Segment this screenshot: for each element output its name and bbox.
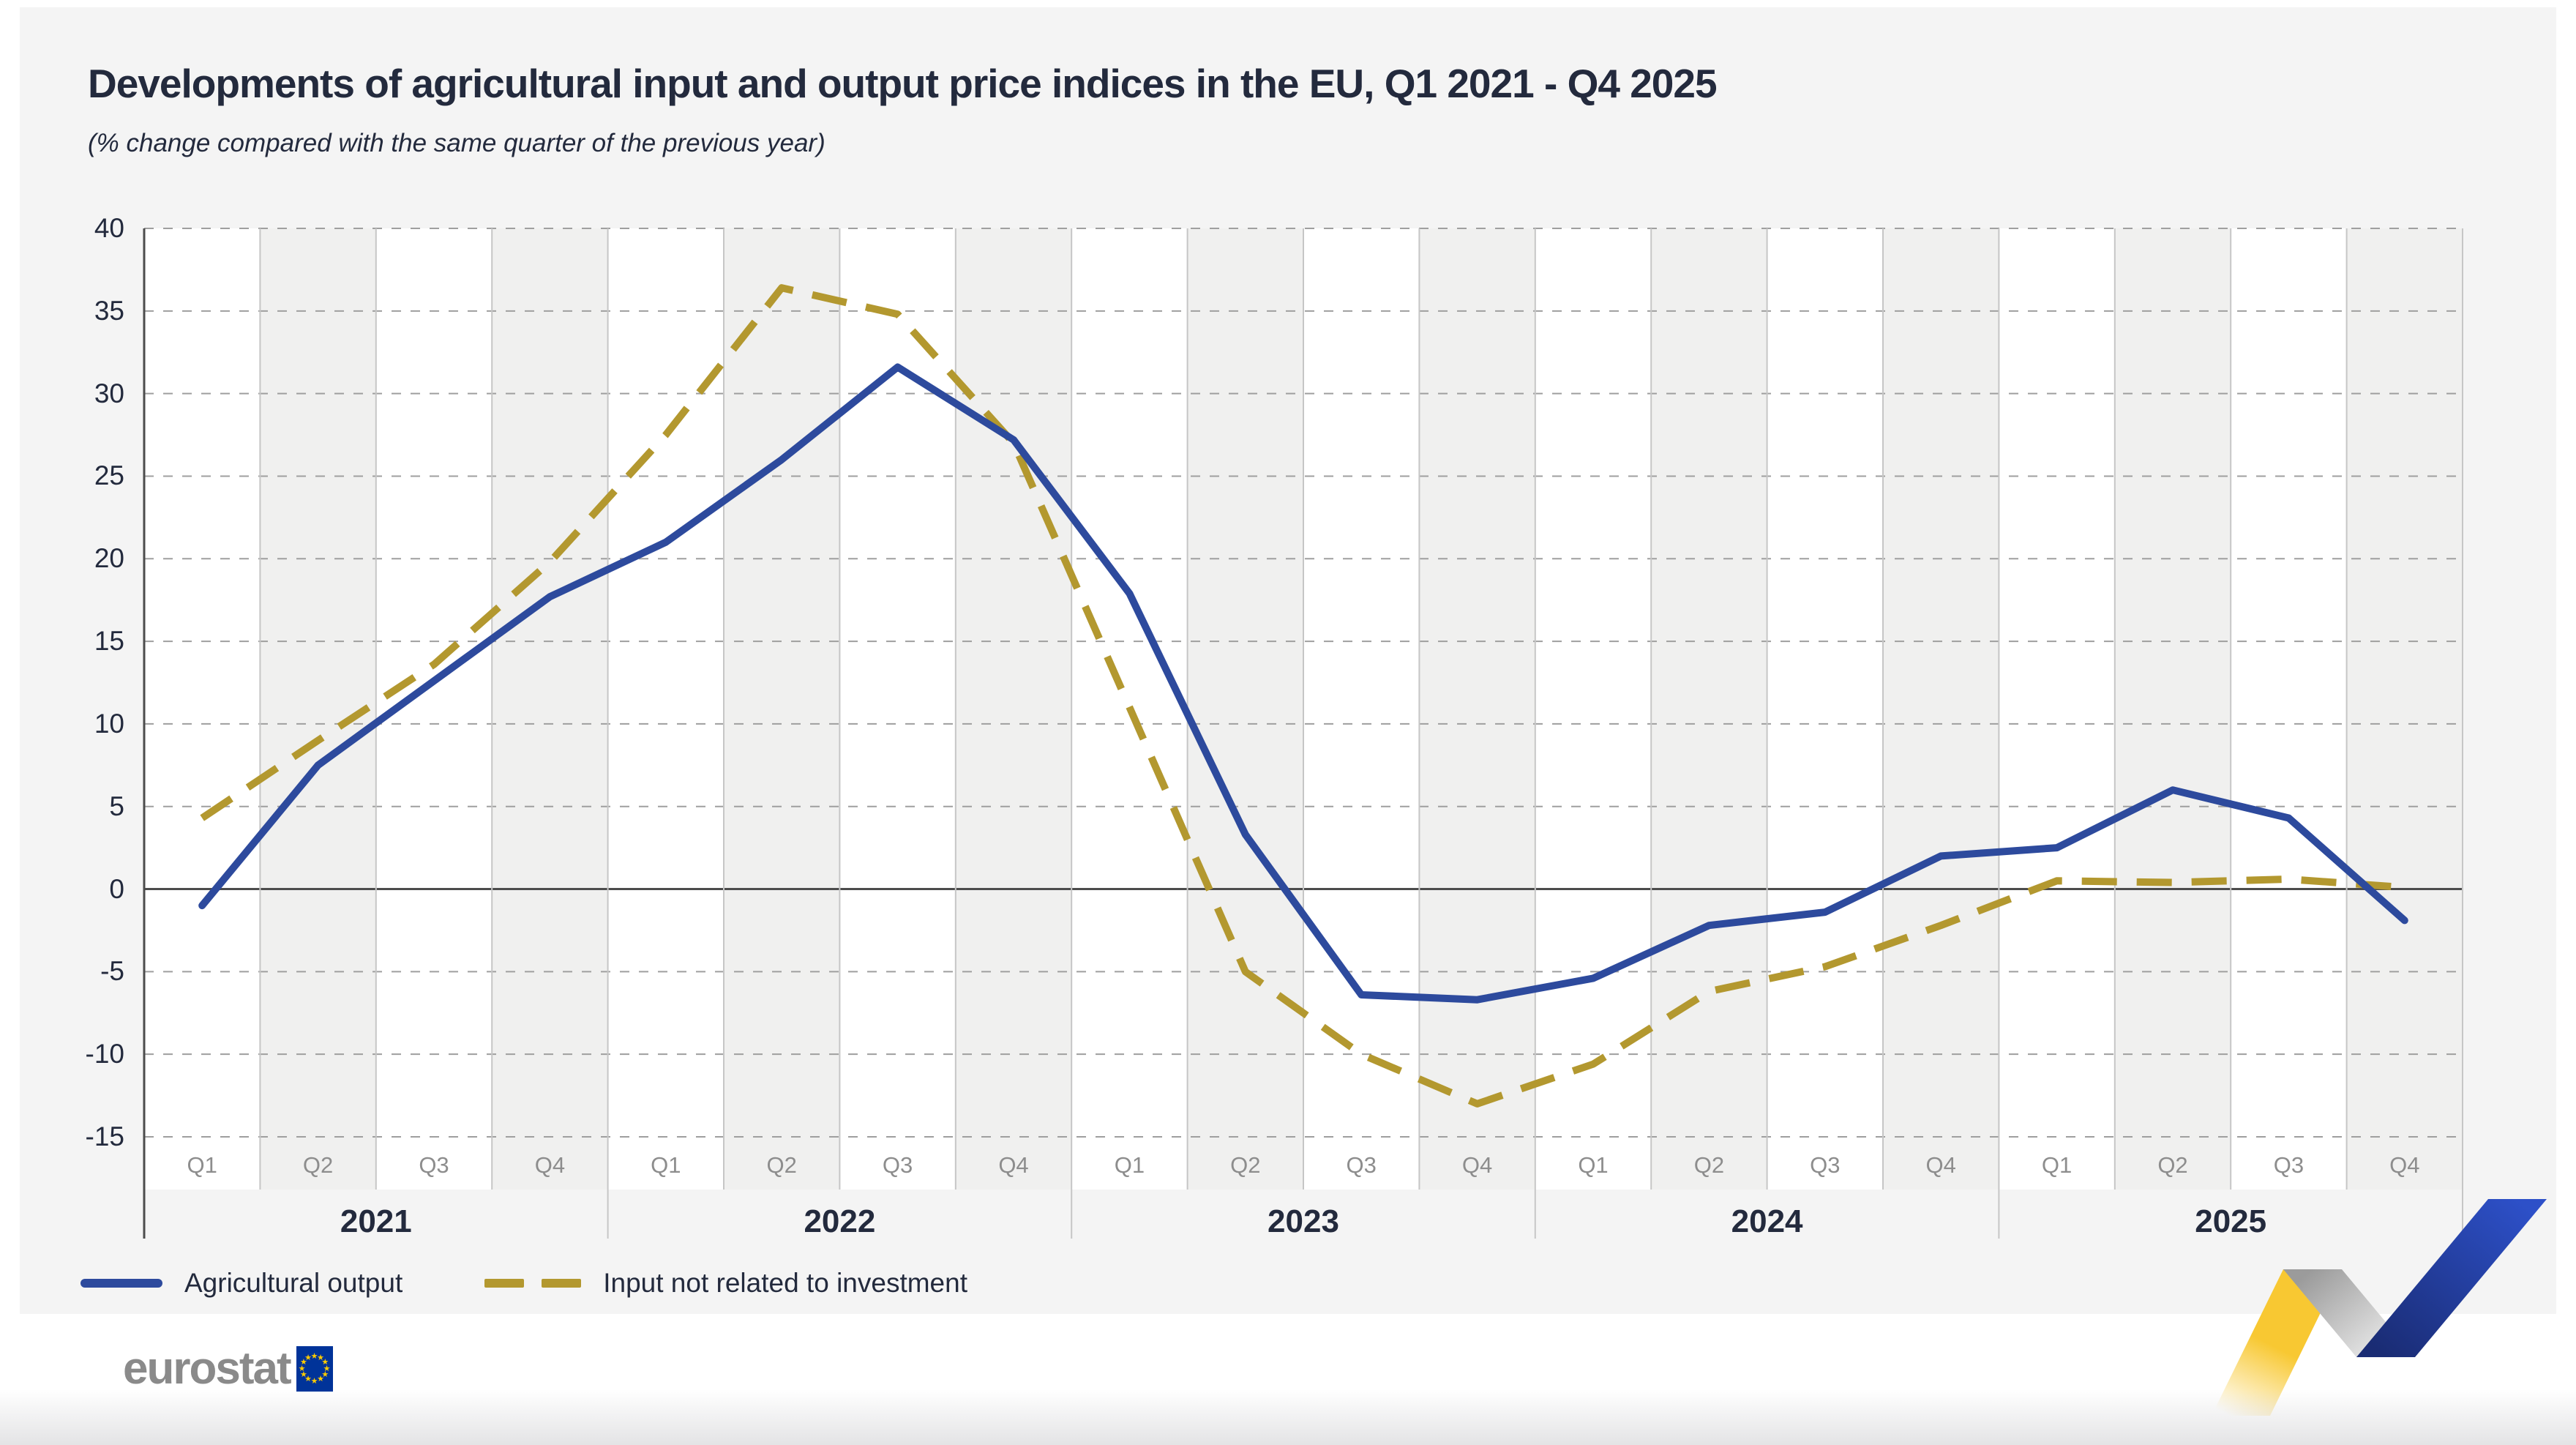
quarter-label: Q4 [998,1152,1029,1178]
y-tick-label-25: 25 [94,460,124,491]
quarter-band [724,228,840,1190]
quarter-band [1419,228,1535,1190]
y-tick-label-35: 35 [94,295,124,326]
y-tick-label--10: -10 [85,1039,124,1069]
legend-item-input-not-investment: Input not related to investment [484,1268,967,1299]
quarter-band [1883,228,1999,1190]
year-label-2022: 2022 [804,1203,876,1239]
quarter-label: Q1 [651,1152,681,1178]
quarter-label: Q1 [1578,1152,1609,1178]
quarter-label: Q1 [1114,1152,1145,1178]
quarter-label: Q3 [1346,1152,1377,1178]
eurostat-logo-text: eurostat [123,1343,292,1394]
y-tick-label-5: 5 [109,791,124,821]
eu-star-icon: ★ [299,1358,307,1367]
legend-item-agricultural-output: Agricultural output [80,1268,402,1299]
quarter-label: Q3 [419,1152,449,1178]
quarter-label: Q3 [1810,1152,1841,1178]
y-tick-label--5: -5 [100,956,124,987]
quarter-label: Q4 [2389,1152,2420,1178]
y-tick-label-0: 0 [109,873,124,904]
dashed-line-swatch-icon [484,1279,582,1288]
year-label-2025: 2025 [2195,1203,2267,1239]
legend-label: Input not related to investment [603,1268,967,1298]
quarter-band [1187,228,1303,1190]
quarter-label: Q2 [302,1152,334,1178]
y-tick-label-30: 30 [94,378,124,408]
page-title: Developments of agricultural input and o… [88,61,1718,106]
quarter-band [1999,228,2115,1190]
eu-star-icon: ★ [298,1364,306,1373]
quarter-label: Q4 [534,1152,566,1178]
y-tick-label-10: 10 [94,708,124,739]
series-line-agricultural-output [198,363,2408,1004]
eu-star-icon: ★ [299,1370,307,1379]
quarter-label: Q2 [2157,1152,2188,1178]
dash-segment [484,1279,525,1288]
eu-star-icon: ★ [310,1351,318,1361]
quarter-label: Q2 [1230,1152,1261,1178]
y-tick-label-20: 20 [94,543,124,574]
ribbon-yellow-band [2212,1269,2342,1416]
eu-star-icon: ★ [317,1375,325,1384]
quarter-band [2346,228,2463,1190]
series-line-input-not-related-to-investment [200,284,2405,1108]
dash-segment [542,1279,582,1288]
quarter-label: Q2 [766,1152,797,1178]
quarter-label: Q3 [882,1152,913,1178]
quarter-band [144,228,261,1190]
year-label-2023: 2023 [1268,1203,1339,1239]
quarter-band [1535,228,1652,1190]
eu-star-icon: ★ [304,1353,312,1362]
quarter-label: Q4 [1461,1152,1493,1178]
eu-star-icon: ★ [304,1375,312,1384]
legend-label: Agricultural output [184,1268,403,1298]
eu-star-icon: ★ [323,1364,331,1373]
eu-star-icon: ★ [321,1358,329,1367]
quarter-label: Q1 [2041,1152,2073,1178]
eu-star-icon: ★ [317,1353,325,1362]
y-tick-label-40: 40 [94,213,124,243]
quarter-label: Q3 [2273,1152,2304,1178]
eu-star-icon: ★ [321,1370,329,1379]
quarter-band [260,228,376,1190]
solid-line-swatch-icon [80,1279,162,1288]
quarter-band [1651,228,1767,1190]
quarter-label: Q1 [187,1152,217,1178]
year-label-2021: 2021 [340,1203,412,1239]
quarter-band [2114,228,2231,1190]
quarter-label: Q4 [1925,1152,1956,1178]
eu-flag-icon: ★ ★ ★ ★ ★ ★ ★ ★ ★ ★ ★ ★ [296,1346,333,1392]
quarter-band [2231,228,2347,1190]
y-tick-label--15: -15 [85,1121,124,1151]
ribbon-blue-band [2356,1199,2547,1357]
quarter-band [1767,228,1883,1190]
legend: Agricultural output Input not related to… [80,1265,967,1302]
quarter-band [492,228,608,1190]
quarter-band [955,228,1072,1190]
page-subtitle: (% change compared with the same quarter… [88,129,825,157]
eu-star-icon: ★ [310,1376,318,1386]
year-label-2024: 2024 [1731,1203,1803,1239]
eurostat-logo: eurostat ★ ★ ★ ★ ★ ★ ★ ★ ★ ★ ★ ★ [123,1343,333,1395]
y-tick-label-15: 15 [94,626,124,657]
quarter-label: Q2 [1693,1152,1725,1178]
